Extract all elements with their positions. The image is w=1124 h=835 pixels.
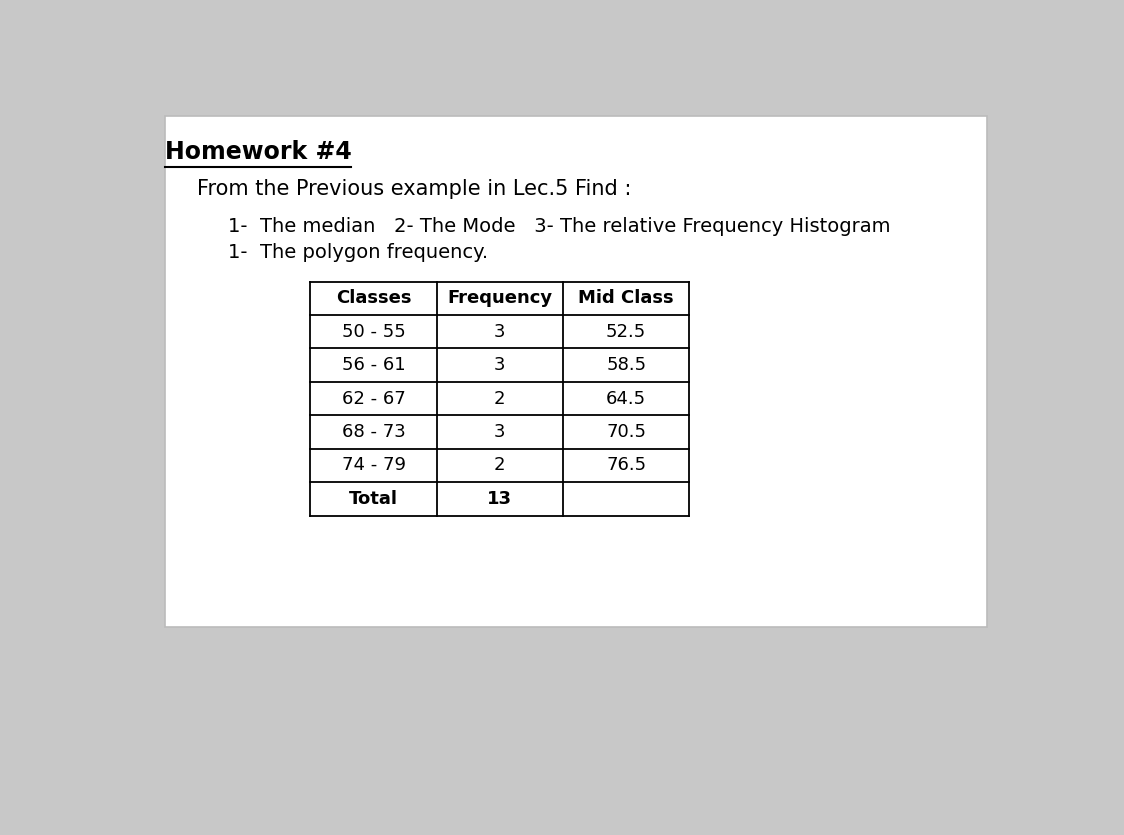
Text: 68 - 73: 68 - 73 <box>342 423 406 441</box>
Text: 3: 3 <box>495 423 506 441</box>
Text: 64.5: 64.5 <box>606 390 646 407</box>
FancyBboxPatch shape <box>165 116 987 627</box>
Text: 56 - 61: 56 - 61 <box>342 356 406 374</box>
Text: 3: 3 <box>495 322 506 341</box>
Text: Total: Total <box>350 490 398 508</box>
Text: Classes: Classes <box>336 289 411 307</box>
Text: From the Previous example in Lec.5 Find :: From the Previous example in Lec.5 Find … <box>197 180 632 200</box>
Text: Homework #4: Homework #4 <box>165 140 352 164</box>
Text: Frequency: Frequency <box>447 289 552 307</box>
Text: Mid Class: Mid Class <box>579 289 674 307</box>
Text: 50 - 55: 50 - 55 <box>342 322 406 341</box>
Text: 52.5: 52.5 <box>606 322 646 341</box>
Text: 76.5: 76.5 <box>606 457 646 474</box>
Text: 70.5: 70.5 <box>606 423 646 441</box>
Text: 74 - 79: 74 - 79 <box>342 457 406 474</box>
Text: 2: 2 <box>495 390 506 407</box>
Text: 1-  The polygon frequency.: 1- The polygon frequency. <box>227 243 488 262</box>
Text: 1-  The median   2- The Mode   3- The relative Frequency Histogram: 1- The median 2- The Mode 3- The relativ… <box>227 217 890 236</box>
Text: 13: 13 <box>488 490 513 508</box>
Text: 2: 2 <box>495 457 506 474</box>
Text: 3: 3 <box>495 356 506 374</box>
Text: 58.5: 58.5 <box>606 356 646 374</box>
Text: 62 - 67: 62 - 67 <box>342 390 406 407</box>
